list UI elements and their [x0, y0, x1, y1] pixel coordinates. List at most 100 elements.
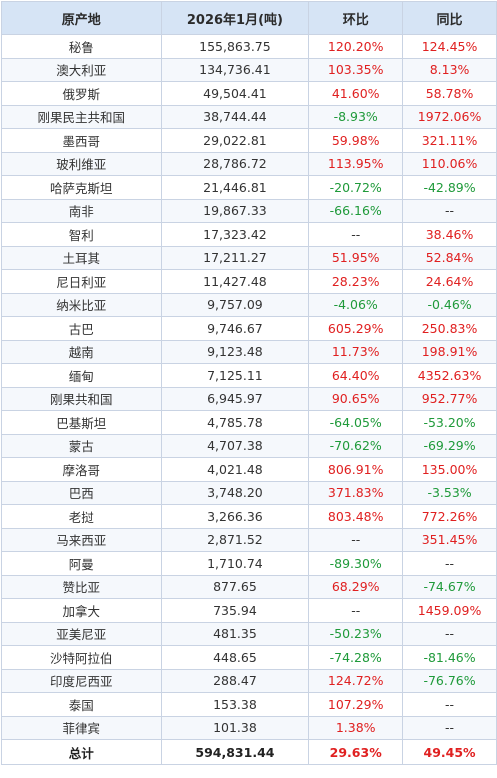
origin-cell: 墨西哥: [1, 128, 162, 153]
volume-cell: 7,125.11: [160, 363, 310, 388]
table-row: 墨西哥 29,022.81 59.98% 321.11%: [1, 128, 497, 153]
origin-cell: 赞比亚: [1, 574, 162, 599]
total-yoy: 49.45%: [402, 739, 497, 765]
table-row: 南非 19,867.33 -66.16% --: [1, 198, 497, 223]
mom-cell: 1.38%: [308, 715, 404, 740]
volume-cell: 3,266.36: [160, 504, 310, 529]
volume-cell: 17,211.27: [160, 245, 310, 270]
mom-cell: 68.29%: [308, 574, 404, 599]
origin-cell: 亚美尼亚: [1, 621, 162, 646]
origin-cell: 老挝: [1, 504, 162, 529]
mom-cell: 107.29%: [308, 692, 404, 717]
table-row: 印度尼西亚 288.47 124.72% -76.76%: [1, 668, 497, 693]
volume-cell: 155,863.75: [160, 34, 310, 59]
yoy-cell: 321.11%: [402, 128, 497, 153]
table-row: 老挝 3,266.36 803.48% 772.26%: [1, 504, 497, 529]
mom-cell: 59.98%: [308, 128, 404, 153]
mom-cell: 64.40%: [308, 363, 404, 388]
yoy-cell: 772.26%: [402, 504, 497, 529]
table-row: 古巴 9,746.67 605.29% 250.83%: [1, 316, 497, 341]
yoy-cell: 124.45%: [402, 34, 497, 59]
mom-cell: 371.83%: [308, 480, 404, 505]
mom-cell: --: [308, 527, 404, 552]
yoy-cell: 952.77%: [402, 386, 497, 411]
volume-cell: 29,022.81: [160, 128, 310, 153]
origin-cell: 刚果民主共和国: [1, 104, 162, 129]
yoy-cell: --: [402, 692, 497, 717]
table-row: 沙特阿拉伯 448.65 -74.28% -81.46%: [1, 645, 497, 670]
table-row: 菲律宾 101.38 1.38% --: [1, 715, 497, 740]
volume-cell: 153.38: [160, 692, 310, 717]
origin-cell: 哈萨克斯坦: [1, 175, 162, 200]
yoy-cell: 110.06%: [402, 151, 497, 176]
table-row: 纳米比亚 9,757.09 -4.06% -0.46%: [1, 292, 497, 317]
mom-cell: -20.72%: [308, 175, 404, 200]
origin-cell: 泰国: [1, 692, 162, 717]
header-origin: 原产地: [1, 1, 162, 35]
origin-cell: 加拿大: [1, 598, 162, 623]
volume-cell: 11,427.48: [160, 269, 310, 294]
mom-cell: 51.95%: [308, 245, 404, 270]
mom-cell: 28.23%: [308, 269, 404, 294]
origin-cell: 沙特阿拉伯: [1, 645, 162, 670]
mom-cell: -4.06%: [308, 292, 404, 317]
yoy-cell: 135.00%: [402, 457, 497, 482]
yoy-cell: -3.53%: [402, 480, 497, 505]
volume-cell: 735.94: [160, 598, 310, 623]
volume-cell: 101.38: [160, 715, 310, 740]
yoy-cell: 4352.63%: [402, 363, 497, 388]
table-row: 阿曼 1,710.74 -89.30% --: [1, 551, 497, 576]
origin-cell: 秘鲁: [1, 34, 162, 59]
yoy-cell: -76.76%: [402, 668, 497, 693]
mom-cell: 605.29%: [308, 316, 404, 341]
yoy-cell: 52.84%: [402, 245, 497, 270]
volume-cell: 49,504.41: [160, 81, 310, 106]
yoy-cell: -42.89%: [402, 175, 497, 200]
mom-cell: 120.20%: [308, 34, 404, 59]
volume-cell: 4,021.48: [160, 457, 310, 482]
mom-cell: -66.16%: [308, 198, 404, 223]
yoy-cell: 58.78%: [402, 81, 497, 106]
yoy-cell: -0.46%: [402, 292, 497, 317]
volume-cell: 17,323.42: [160, 222, 310, 247]
yoy-cell: -74.67%: [402, 574, 497, 599]
table-row: 摩洛哥 4,021.48 806.91% 135.00%: [1, 457, 497, 482]
table-row: 巴西 3,748.20 371.83% -3.53%: [1, 480, 497, 505]
volume-cell: 21,446.81: [160, 175, 310, 200]
volume-cell: 9,123.48: [160, 339, 310, 364]
table-row: 蒙古 4,707.38 -70.62% -69.29%: [1, 433, 497, 458]
volume-cell: 6,945.97: [160, 386, 310, 411]
yoy-cell: --: [402, 198, 497, 223]
mom-cell: -89.30%: [308, 551, 404, 576]
volume-cell: 9,746.67: [160, 316, 310, 341]
header-mom: 环比: [308, 1, 404, 35]
table-row: 土耳其 17,211.27 51.95% 52.84%: [1, 245, 497, 270]
mom-cell: 41.60%: [308, 81, 404, 106]
origin-cell: 纳米比亚: [1, 292, 162, 317]
volume-cell: 448.65: [160, 645, 310, 670]
mom-cell: 806.91%: [308, 457, 404, 482]
yoy-cell: 24.64%: [402, 269, 497, 294]
table-row: 哈萨克斯坦 21,446.81 -20.72% -42.89%: [1, 175, 497, 200]
table-row: 刚果民主共和国 38,744.44 -8.93% 1972.06%: [1, 104, 497, 129]
origin-cell: 玻利维亚: [1, 151, 162, 176]
yoy-cell: 1972.06%: [402, 104, 497, 129]
mom-cell: 113.95%: [308, 151, 404, 176]
volume-cell: 877.65: [160, 574, 310, 599]
table-row: 刚果共和国 6,945.97 90.65% 952.77%: [1, 386, 497, 411]
table-row: 缅甸 7,125.11 64.40% 4352.63%: [1, 363, 497, 388]
table-row: 尼日利亚 11,427.48 28.23% 24.64%: [1, 269, 497, 294]
table-body: 秘鲁 155,863.75 120.20% 124.45% 澳大利亚 134,736.41…: [1, 34, 497, 740]
origin-cell: 尼日利亚: [1, 269, 162, 294]
mom-cell: 103.35%: [308, 57, 404, 82]
volume-cell: 134,736.41: [160, 57, 310, 82]
volume-cell: 28,786.72: [160, 151, 310, 176]
yoy-cell: 250.83%: [402, 316, 497, 341]
origin-cell: 智利: [1, 222, 162, 247]
mom-cell: -8.93%: [308, 104, 404, 129]
mom-cell: --: [308, 222, 404, 247]
mom-cell: 11.73%: [308, 339, 404, 364]
mom-cell: -50.23%: [308, 621, 404, 646]
mom-cell: 803.48%: [308, 504, 404, 529]
